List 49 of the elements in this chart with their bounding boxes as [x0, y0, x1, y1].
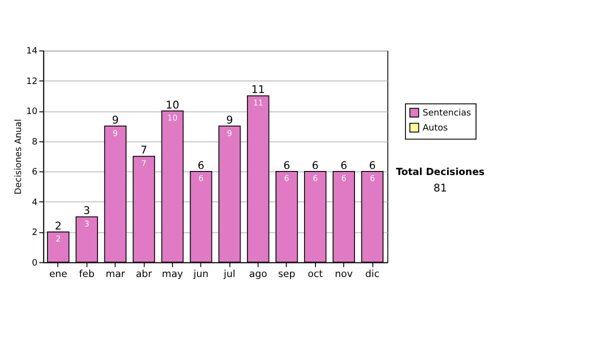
- data-label: 7: [141, 159, 146, 168]
- legend-label: Sentencias: [422, 108, 472, 118]
- y-axis-title: Decisiones Anual: [14, 119, 24, 194]
- data-label: 2: [56, 234, 61, 244]
- data-label: 6: [198, 174, 204, 184]
- x-tick-label: ene: [49, 268, 68, 280]
- x-tick-label: feb: [79, 268, 95, 280]
- y-tick-label: 6: [32, 168, 38, 178]
- y-tick-label: 10: [26, 107, 38, 118]
- x-tick-label: mar: [106, 268, 126, 280]
- total-label: 9: [226, 114, 233, 126]
- data-label: 3: [84, 220, 90, 229]
- total-label: 6: [340, 160, 348, 172]
- y-tick-label: 8: [32, 137, 38, 148]
- total-label: 10: [166, 99, 180, 112]
- total-label: 3: [83, 205, 90, 218]
- y-tick-label: 2: [32, 228, 38, 238]
- y-tick-label: 4: [32, 198, 38, 208]
- data-label: 6: [370, 174, 375, 184]
- y-tick-label: 0: [32, 258, 38, 268]
- total-label: 6: [283, 160, 290, 172]
- x-tick-label: abr: [136, 268, 152, 280]
- text: Total Decisiones: [396, 166, 485, 178]
- x-tick-label: sep: [278, 268, 296, 280]
- y-tick-label: 12: [26, 76, 38, 87]
- x-tick-label: may: [162, 268, 184, 280]
- data-label: 6: [284, 174, 290, 184]
- total-label: 6: [198, 160, 205, 172]
- x-tick-label: oct: [308, 268, 323, 280]
- total-label: 9: [112, 114, 119, 126]
- x-tick-label: nov: [334, 268, 353, 280]
- data-label: 10: [167, 114, 178, 123]
- data-label: 11: [253, 98, 264, 108]
- x-tick-label: ago: [249, 268, 268, 280]
- data-label: 6: [312, 174, 318, 184]
- data-label: 9: [227, 128, 232, 138]
- legend-label: Autos: [422, 123, 448, 134]
- x-tick-label: dic: [365, 268, 380, 280]
- data-label: 6: [341, 174, 346, 184]
- total-label: 6: [368, 160, 376, 172]
- total-label: 7: [140, 144, 148, 157]
- text: 81: [434, 182, 448, 195]
- x-tick-label: jul: [222, 268, 236, 280]
- total-label: 6: [312, 160, 319, 172]
- total-label: 2: [54, 220, 62, 232]
- y-tick-label: 14: [26, 46, 38, 57]
- x-tick-label: jun: [192, 268, 209, 280]
- data-label: 9: [112, 128, 118, 138]
- total-label: 11: [251, 84, 265, 96]
